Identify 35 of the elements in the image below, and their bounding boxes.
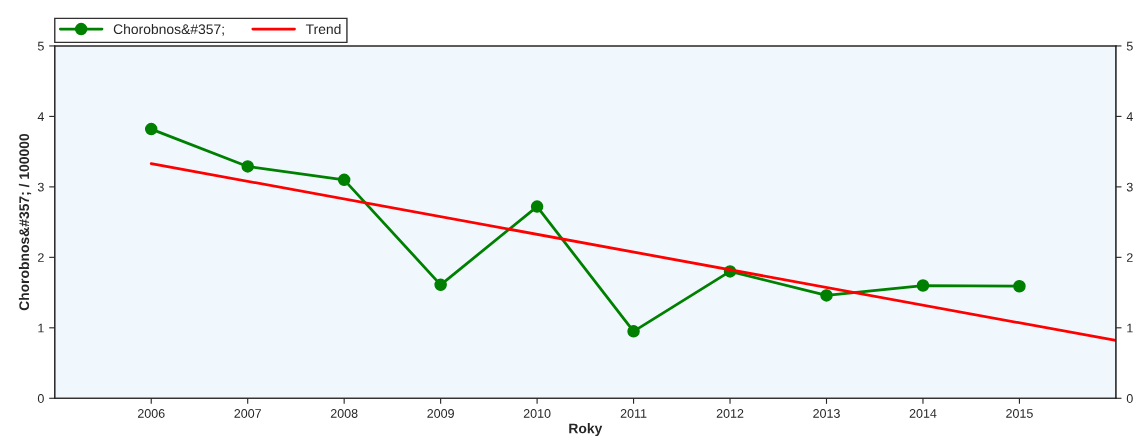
y-axis-title: Chorobnos&#357; / 100000	[18, 133, 32, 311]
y-tick-label: 1	[38, 323, 44, 333]
x-tick-label: 2011	[620, 409, 647, 418]
point	[820, 289, 833, 302]
x-tick-label: 2006	[137, 409, 165, 418]
point	[627, 325, 640, 338]
y-tick-label: 4	[37, 112, 44, 121]
point	[916, 279, 930, 292]
point	[1013, 279, 1026, 293]
legend-label: Chorobnos&#357;	[113, 23, 224, 36]
x-axis-title: Roky	[569, 423, 603, 437]
point	[337, 173, 351, 187]
x-tick-label: 2008	[330, 409, 358, 418]
y-tick-label: 3	[37, 182, 44, 192]
y-tick-label: 0	[37, 394, 44, 403]
x-tick-label: 2014	[909, 409, 937, 418]
x-tick-label: 2013	[813, 409, 840, 418]
point	[434, 278, 447, 292]
point	[530, 200, 544, 213]
x-tick-label: 2012	[716, 409, 744, 418]
x-tick-label: 2015	[1006, 409, 1033, 418]
y2-tick-label: 2	[1126, 253, 1133, 262]
y2-tick-label: 0	[1126, 394, 1133, 403]
y-tick-label: 2	[38, 253, 44, 262]
y2-tick-label: 4	[1126, 112, 1133, 121]
point	[241, 160, 254, 173]
x-tick-label: 2007	[234, 409, 261, 418]
x-tick-label: 2010	[523, 409, 551, 418]
x-tick-label: 2009	[427, 409, 454, 418]
y2-tick-label: 5	[1126, 41, 1133, 51]
point	[144, 122, 158, 136]
y-tick-label: 5	[37, 41, 44, 51]
y2-tick-label: 3	[1126, 182, 1133, 192]
y2-tick-label: 1	[1127, 323, 1133, 333]
legend-label: Trend	[305, 23, 341, 35]
